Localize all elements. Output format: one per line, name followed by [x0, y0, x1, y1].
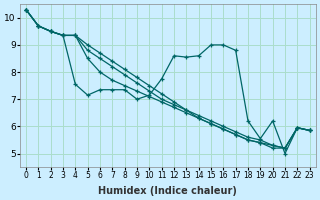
X-axis label: Humidex (Indice chaleur): Humidex (Indice chaleur)	[98, 186, 237, 196]
